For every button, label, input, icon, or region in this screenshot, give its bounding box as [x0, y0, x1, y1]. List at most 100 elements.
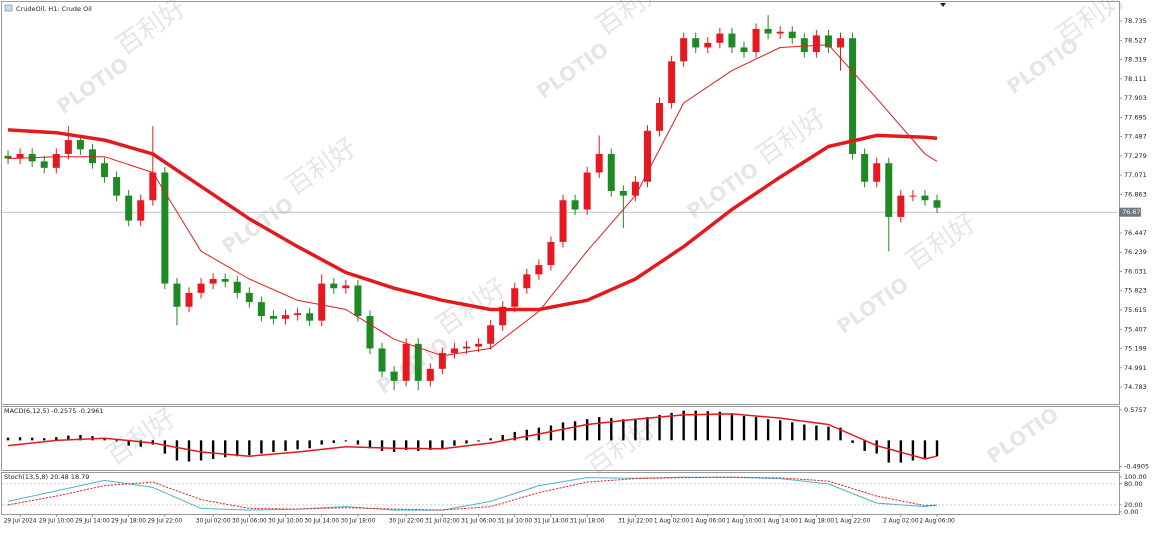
macd-bar [766, 419, 770, 441]
x-tick-label: 31 Jul 14:00 [534, 519, 569, 525]
macd-bar [284, 440, 287, 451]
y-tick-label: 78.319 [1124, 56, 1147, 64]
x-tick-label: 31 Jul 10:00 [497, 519, 532, 525]
candle-body [668, 61, 676, 104]
y-tick-label: 78.735 [1124, 17, 1147, 25]
macd-bar [199, 440, 203, 461]
macd-bar [465, 440, 468, 444]
y-tick-label: 76.031 [1124, 267, 1147, 275]
candle-body [16, 153, 24, 159]
x-tick-label: 2 Aug 06:00 [919, 519, 955, 525]
candle-body [294, 313, 302, 316]
candle-body [113, 177, 121, 196]
candle-body [378, 348, 386, 372]
macd-bar [923, 440, 927, 459]
candle-body [221, 278, 229, 282]
indicator-line [7, 476, 938, 511]
candle-body [680, 38, 688, 62]
candle-body [873, 163, 881, 182]
macd-bar [248, 440, 251, 456]
candle-body [306, 313, 314, 321]
x-tick-label: 30 Jul 22:00 [389, 519, 424, 525]
candle-body [173, 283, 181, 307]
indicator-line [7, 413, 938, 460]
candle-body [571, 200, 579, 210]
candle-body [523, 274, 531, 289]
y-tick-label: 75.407 [1124, 325, 1147, 333]
macd-bar [742, 416, 746, 441]
x-tick-label: 31 Jul 06:00 [461, 519, 496, 525]
y-tick-label: 76.239 [1124, 248, 1147, 256]
macd-bar [392, 440, 396, 452]
candle-body [849, 38, 857, 154]
candle-body [4, 155, 12, 159]
y-tick-label: 77.279 [1124, 152, 1147, 160]
macd-bar [561, 422, 565, 441]
y-tick-label: 0.00 [1124, 508, 1138, 516]
y-tick-label: 77.071 [1124, 171, 1147, 179]
macd-bar [79, 435, 82, 441]
macd-bar [332, 440, 335, 443]
candle-body [752, 28, 760, 53]
macd-bar [525, 429, 529, 441]
macd-bar [103, 438, 106, 441]
candle-body [535, 265, 543, 275]
macd-bar [706, 411, 709, 441]
candle-body [511, 288, 519, 307]
x-tick-label: 29 Jul 22:00 [147, 519, 182, 525]
candle-body [776, 31, 784, 34]
macd-bar [863, 440, 866, 451]
shift-marker [940, 3, 946, 7]
candle-body [269, 316, 277, 319]
x-tick-label: 1 Aug 10:00 [726, 519, 762, 525]
macd-pane-border [1, 406, 1120, 471]
y-tick-label: -0.4905 [1124, 462, 1149, 470]
candle-body [499, 306, 507, 326]
y-tick-label: 80.00 [1124, 480, 1143, 488]
candle-body [559, 200, 567, 242]
macd-bar [6, 437, 10, 441]
macd-bar [646, 417, 649, 441]
candle-body [354, 285, 362, 317]
macd-bar [115, 440, 118, 442]
macd-bar [851, 440, 854, 443]
candle-body [607, 153, 615, 191]
x-tick-label: 29 Jul 10:00 [39, 519, 74, 525]
macd-bar [875, 440, 878, 454]
candle-body [257, 302, 265, 317]
candle-body [728, 33, 736, 48]
macd-bar [187, 440, 191, 462]
y-tick-label: 78.527 [1124, 36, 1147, 44]
macd-bar [55, 437, 58, 441]
macd-bar [30, 437, 34, 441]
macd-bar [585, 419, 589, 441]
candle-body [40, 161, 48, 168]
indicator-line [7, 44, 938, 357]
macd-bar [368, 440, 372, 449]
last-price-label: 76.671 [1122, 208, 1145, 216]
x-tick-label: 1 Aug 02:00 [654, 519, 690, 525]
macd-bar [670, 412, 673, 441]
x-tick-label: 30 Jul 06:00 [232, 519, 267, 525]
macd-bar [356, 440, 360, 445]
y-tick-label: 100.00 [1124, 473, 1147, 481]
x-tick-label: 1 Aug 18:00 [799, 519, 835, 525]
macd-bar [272, 440, 275, 452]
candle-body [837, 38, 845, 48]
x-tick-label: 31 Jul 18:00 [570, 519, 605, 525]
macd-title: MACD(6,12,5) -0.2575 -0.2961 [4, 407, 104, 415]
y-tick-label: 77.903 [1124, 94, 1147, 102]
y-tick-label: 74.783 [1124, 383, 1147, 391]
y-tick-label: 75.615 [1124, 306, 1147, 314]
macd-bar [163, 440, 167, 454]
candle-body [861, 153, 869, 182]
y-tick-label: 77.695 [1124, 113, 1147, 121]
macd-bar [260, 440, 263, 454]
macd-bar [296, 440, 299, 450]
candle-body [414, 343, 422, 381]
candle-body [462, 346, 470, 349]
candle-body [402, 343, 410, 381]
x-tick-label: 1 Aug 06:00 [690, 519, 726, 525]
candle-body [595, 153, 603, 173]
